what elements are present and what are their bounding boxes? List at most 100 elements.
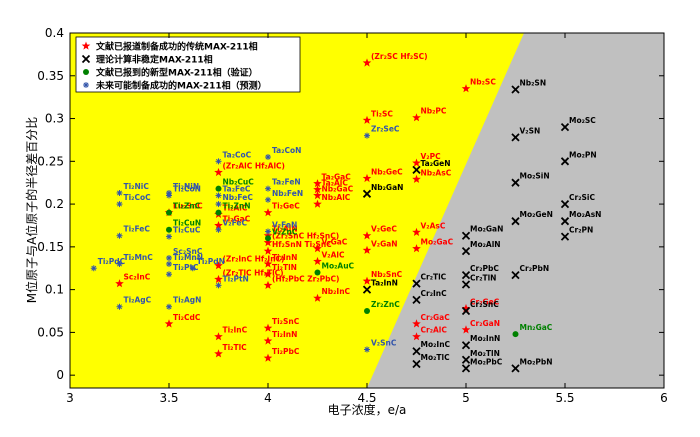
marker <box>412 347 421 356</box>
marker <box>263 323 273 332</box>
asterisk-stroke <box>117 304 122 310</box>
point-label: Ti₂GeC <box>272 202 300 211</box>
point-label: Ti₂NiN <box>173 182 199 191</box>
point-label: V₂PC <box>421 152 442 161</box>
asterisk-stroke <box>216 158 221 164</box>
marker <box>314 269 321 276</box>
point-label: Cr₂GeC <box>470 297 500 306</box>
x-stroke <box>412 359 421 369</box>
marker <box>313 179 322 188</box>
marker <box>215 192 222 199</box>
point-label: Ti₂SC <box>371 109 393 118</box>
star <box>263 231 273 240</box>
legend-label: 文献已报道制备成功的传统MAX-211相 <box>95 41 258 53</box>
legend-label: 文献已报到的新型MAX-211相（验证） <box>95 67 258 79</box>
asterisk-stroke <box>265 154 271 160</box>
x-tick-label: 3 <box>66 391 74 405</box>
marker <box>511 270 520 280</box>
y-tick-label: 0 <box>56 368 64 382</box>
x-tick-label: 4 <box>264 391 272 405</box>
point-label: Ti₂NiC <box>124 182 150 191</box>
star <box>263 280 273 289</box>
asterisk-stroke <box>265 197 271 203</box>
point-label: (Zr₂InC Hf₂InC) <box>223 255 285 264</box>
x-stroke <box>511 85 520 94</box>
asterisk-stroke <box>216 201 221 207</box>
asterisk-stroke <box>117 201 122 207</box>
star <box>313 256 322 265</box>
point-label: Cr₂TlC <box>421 273 447 282</box>
marker <box>362 115 372 124</box>
x-stroke <box>560 157 570 166</box>
marker <box>560 232 570 241</box>
point-label: Cr₂SiC <box>569 193 595 202</box>
asterisk-stroke <box>265 186 271 192</box>
point-label: V₂SN <box>520 126 541 135</box>
point-label: Cr₂AlC <box>421 326 448 335</box>
point-label: Mo₂AlN <box>470 240 501 249</box>
point-label: Mo₂SiN <box>520 172 550 181</box>
y-tick-label: 0.05 <box>37 325 64 339</box>
star <box>362 58 372 67</box>
point-label: (Hf₂PbC Zr₂PbC) <box>272 274 339 283</box>
marker <box>214 274 223 283</box>
marker <box>215 185 222 192</box>
marker <box>215 158 222 165</box>
star <box>362 173 372 183</box>
asterisk-stroke <box>166 261 172 267</box>
point-label: (Zr₂AlC Hf₂AlC) <box>223 161 285 170</box>
x-tick-label: 6 <box>660 391 668 405</box>
point-label: Ti₂FeC <box>124 225 151 234</box>
point-label: Ti₂CoN <box>173 185 201 194</box>
x-stroke <box>511 217 520 226</box>
y-tick-label: 0.3 <box>45 112 64 126</box>
marker <box>412 244 421 253</box>
marker <box>214 221 223 230</box>
marker <box>560 122 570 132</box>
point-label: Nb₂InC <box>322 287 351 296</box>
point-label: (Zr₂TlC Hf₂TlC) <box>223 268 284 277</box>
dot <box>215 185 222 192</box>
marker <box>461 303 471 313</box>
point-label: Cr₂TlN <box>470 273 496 282</box>
marker <box>116 189 123 196</box>
marker <box>189 265 196 272</box>
marker <box>215 209 222 216</box>
asterisk-stroke <box>364 133 370 139</box>
marker <box>263 259 273 268</box>
point-label: Ti₂AlC <box>223 203 248 212</box>
point-label: Nb₂CuC <box>223 178 255 187</box>
point-label: Ti₂MnC <box>124 253 154 262</box>
marker <box>461 364 471 373</box>
point-label: Nb₂FeC <box>223 193 254 202</box>
point-label: Ti₂PdC <box>98 257 126 266</box>
point-label: Nb₂SnC <box>371 270 403 279</box>
point-label: Ti₂PbC <box>272 347 300 356</box>
point-label: Ta₂FeN <box>272 178 301 187</box>
x-stroke <box>511 270 520 280</box>
point-label: Ti₂AlN <box>272 225 298 234</box>
point-label: V₂GeC <box>371 225 397 234</box>
star <box>214 332 223 341</box>
point-label: Lu₂SnC <box>173 202 203 211</box>
star <box>412 174 421 183</box>
y-tick-label: 0.35 <box>37 69 64 83</box>
marker <box>461 270 471 280</box>
point-label: Mn₂GaC <box>520 323 553 332</box>
marker <box>362 58 372 67</box>
asterisk-stroke <box>91 265 97 271</box>
asterisk-stroke <box>216 227 221 233</box>
star <box>412 244 421 253</box>
point-label: Nb₂SN <box>520 78 547 87</box>
asterisk-stroke <box>83 82 89 88</box>
marker <box>265 154 271 161</box>
dot <box>364 308 370 315</box>
x-stroke <box>511 178 520 187</box>
star <box>263 238 273 247</box>
marker <box>362 276 372 285</box>
point-label: Cr₂PN <box>569 226 593 235</box>
marker <box>265 235 271 242</box>
marker <box>116 260 123 267</box>
marker <box>461 280 471 289</box>
y-axis-label: M位原子与A位原子的半径差百分比 <box>24 117 39 304</box>
